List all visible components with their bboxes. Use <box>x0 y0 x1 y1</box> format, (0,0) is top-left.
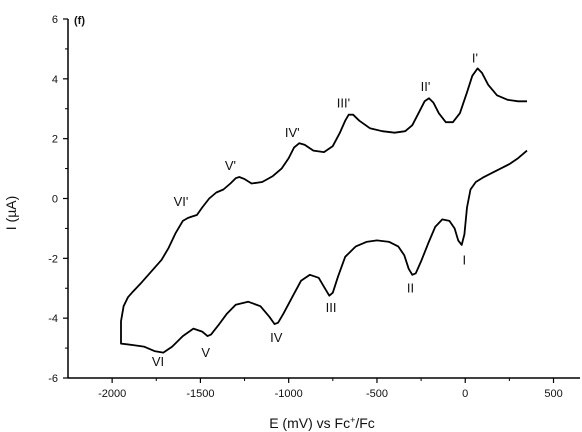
x-axis-title-suffix: /Fc <box>355 415 374 431</box>
y-tick-label: 4 <box>52 74 58 86</box>
peak-label: I' <box>472 50 478 65</box>
peak-label: I <box>463 252 467 267</box>
x-tick-label: -500 <box>366 388 388 400</box>
peak-label: II <box>407 281 414 296</box>
x-tick-label: -2000 <box>98 388 126 400</box>
panel-label: (f) <box>74 15 85 27</box>
x-tick-label: 500 <box>544 388 562 400</box>
y-tick-label: 2 <box>52 134 58 146</box>
axes <box>67 19 580 379</box>
x-tick-label: -1000 <box>275 388 303 400</box>
x-tick-label: 0 <box>462 388 468 400</box>
cv-trace <box>120 67 528 354</box>
peak-label: II' <box>421 79 431 94</box>
x-axis-title-sup: + <box>350 415 355 425</box>
y-tick-label: 6 <box>52 14 58 26</box>
series <box>120 67 528 354</box>
x-axis-title: E (mV) vs Fc+/Fc <box>269 415 375 431</box>
y-tick-label: 0 <box>52 194 58 206</box>
peak-label: III' <box>337 95 350 110</box>
y-tick-label: -2 <box>48 253 58 265</box>
peak-label: V' <box>225 158 236 173</box>
peak-label: III <box>326 300 337 315</box>
y-tick-label: -4 <box>48 313 58 325</box>
peak-label: VI <box>152 354 164 369</box>
peak-label: IV' <box>285 125 300 140</box>
peak-label: IV <box>270 330 283 345</box>
y-tick-label: -6 <box>48 373 58 385</box>
y-axis-title: I (µA) <box>3 196 19 231</box>
x-tick-label: -1500 <box>186 388 214 400</box>
peak-label: V <box>201 345 210 360</box>
peak-label: VI' <box>174 194 189 209</box>
ticks: -2000 -1500 -1000 -500 0 500 -6 -4 -2 0 2 4 6 <box>48 14 562 400</box>
x-axis-title-main: E (mV) vs Fc <box>269 415 350 431</box>
